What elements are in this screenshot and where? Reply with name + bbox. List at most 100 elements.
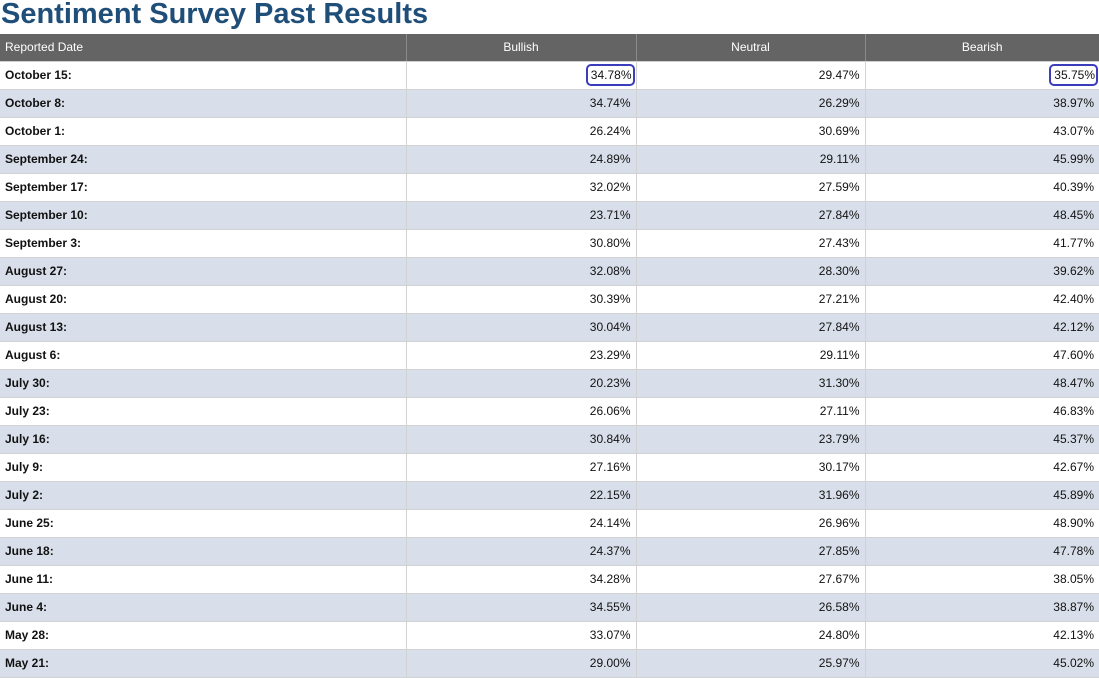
neutral-cell: 27.59% — [635, 173, 865, 202]
table-row: July 23: 26.06% 27.11% 46.83% — [0, 397, 1099, 426]
neutral-cell: 29.11% — [635, 341, 865, 370]
bearish-cell: 45.99% — [864, 145, 1099, 174]
reported-date-cell: August 20: — [0, 285, 406, 314]
reported-date-cell: July 16: — [0, 425, 406, 454]
column-header-neutral: Neutral — [635, 34, 865, 62]
neutral-cell: 27.84% — [635, 201, 865, 230]
bearish-cell: 42.40% — [864, 285, 1099, 314]
table-row: July 16: 30.84% 23.79% 45.37% — [0, 425, 1099, 454]
neutral-cell: 23.79% — [635, 425, 865, 454]
bullish-cell: 26.06% — [405, 397, 636, 426]
bearish-cell: 42.13% — [864, 621, 1099, 650]
bearish-cell: 45.89% — [864, 481, 1099, 510]
table-row: July 2: 22.15% 31.96% 45.89% — [0, 481, 1099, 510]
neutral-cell: 29.11% — [635, 145, 865, 174]
table-row: May 21: 29.00% 25.97% 45.02% — [0, 649, 1099, 678]
bullish-cell: 34.74% — [405, 89, 636, 118]
bullish-cell: 24.14% — [405, 509, 636, 538]
neutral-cell: 26.96% — [635, 509, 865, 538]
table-row: June 11: 34.28% 27.67% 38.05% — [0, 565, 1099, 594]
bearish-cell: 48.45% — [864, 201, 1099, 230]
bearish-cell: 39.62% — [864, 257, 1099, 286]
highlighted-value: 34.78% — [585, 64, 635, 86]
neutral-cell: 30.17% — [635, 453, 865, 482]
neutral-cell: 25.97% — [635, 649, 865, 678]
neutral-cell: 27.85% — [635, 537, 865, 566]
neutral-cell: 27.21% — [635, 285, 865, 314]
reported-date-cell: September 24: — [0, 145, 406, 174]
bearish-cell: 38.97% — [864, 89, 1099, 118]
bullish-cell: 20.23% — [405, 369, 636, 398]
table-row: June 18: 24.37% 27.85% 47.78% — [0, 537, 1099, 566]
bullish-cell: 24.89% — [405, 145, 636, 174]
table-row: August 13: 30.04% 27.84% 42.12% — [0, 313, 1099, 342]
bullish-cell: 30.04% — [405, 313, 636, 342]
bearish-cell: 45.37% — [864, 425, 1099, 454]
neutral-cell: 27.67% — [635, 565, 865, 594]
reported-date-cell: October 8: — [0, 89, 406, 118]
table-row: October 8: 34.74% 26.29% 38.97% — [0, 89, 1099, 118]
reported-date-cell: June 11: — [0, 565, 406, 594]
bullish-cell: 27.16% — [405, 453, 636, 482]
neutral-cell: 30.69% — [635, 117, 865, 146]
column-header-reported-date: Reported Date — [0, 34, 406, 62]
table-row: September 17: 32.02% 27.59% 40.39% — [0, 173, 1099, 202]
column-header-bearish: Bearish — [864, 34, 1099, 62]
bullish-cell: 32.02% — [405, 173, 636, 202]
bullish-cell: 23.71% — [405, 201, 636, 230]
bearish-cell: 38.05% — [864, 565, 1099, 594]
reported-date-cell: June 25: — [0, 509, 406, 538]
bullish-cell: 29.00% — [405, 649, 636, 678]
bullish-cell: 22.15% — [405, 481, 636, 510]
reported-date-cell: August 13: — [0, 313, 406, 342]
reported-date-cell: July 30: — [0, 369, 406, 398]
table-row: October 1: 26.24% 30.69% 43.07% — [0, 117, 1099, 146]
bearish-cell: 46.83% — [864, 397, 1099, 426]
neutral-cell: 24.80% — [635, 621, 865, 650]
reported-date-cell: September 3: — [0, 229, 406, 258]
bullish-cell: 32.08% — [405, 257, 636, 286]
neutral-cell: 31.30% — [635, 369, 865, 398]
bearish-cell: 45.02% — [864, 649, 1099, 678]
reported-date-cell: October 15: — [0, 61, 406, 90]
bullish-cell: 34.28% — [405, 565, 636, 594]
table-row: August 27: 32.08% 28.30% 39.62% — [0, 257, 1099, 286]
reported-date-cell: June 18: — [0, 537, 406, 566]
table-row: August 6: 23.29% 29.11% 47.60% — [0, 341, 1099, 370]
bearish-cell: 48.90% — [864, 509, 1099, 538]
highlighted-value: 35.75% — [1049, 64, 1098, 86]
neutral-cell: 31.96% — [635, 481, 865, 510]
bearish-cell: 38.87% — [864, 593, 1099, 622]
bullish-cell: 23.29% — [405, 341, 636, 370]
neutral-cell: 26.58% — [635, 593, 865, 622]
bullish-cell: 34.55% — [405, 593, 636, 622]
table-header-row: Reported Date Bullish Neutral Bearish — [0, 34, 1099, 62]
column-header-bullish: Bullish — [405, 34, 636, 62]
bullish-cell: 24.37% — [405, 537, 636, 566]
table-row: June 4: 34.55% 26.58% 38.87% — [0, 593, 1099, 622]
neutral-cell: 27.43% — [635, 229, 865, 258]
bullish-cell: 30.39% — [405, 285, 636, 314]
reported-date-cell: May 21: — [0, 649, 406, 678]
reported-date-cell: July 2: — [0, 481, 406, 510]
table-row: August 20: 30.39% 27.21% 42.40% — [0, 285, 1099, 314]
sentiment-results-table: Reported Date Bullish Neutral Bearish Oc… — [0, 34, 1099, 678]
reported-date-cell: September 10: — [0, 201, 406, 230]
bearish-cell: 47.78% — [864, 537, 1099, 566]
bearish-cell: 47.60% — [864, 341, 1099, 370]
bearish-cell: 40.39% — [864, 173, 1099, 202]
table-row: July 9: 27.16% 30.17% 42.67% — [0, 453, 1099, 482]
bearish-cell: 42.12% — [864, 313, 1099, 342]
table-row: May 28: 33.07% 24.80% 42.13% — [0, 621, 1099, 650]
bullish-cell: 30.80% — [405, 229, 636, 258]
neutral-cell: 28.30% — [635, 257, 865, 286]
reported-date-cell: June 4: — [0, 593, 406, 622]
reported-date-cell: May 28: — [0, 621, 406, 650]
reported-date-cell: August 6: — [0, 341, 406, 370]
bearish-cell: 43.07% — [864, 117, 1099, 146]
reported-date-cell: July 9: — [0, 453, 406, 482]
bullish-cell: 33.07% — [405, 621, 636, 650]
table-row: September 3: 30.80% 27.43% 41.77% — [0, 229, 1099, 258]
table-row: October 15: 34.78% 29.47% 35.75% — [0, 61, 1099, 90]
reported-date-cell: September 17: — [0, 173, 406, 202]
